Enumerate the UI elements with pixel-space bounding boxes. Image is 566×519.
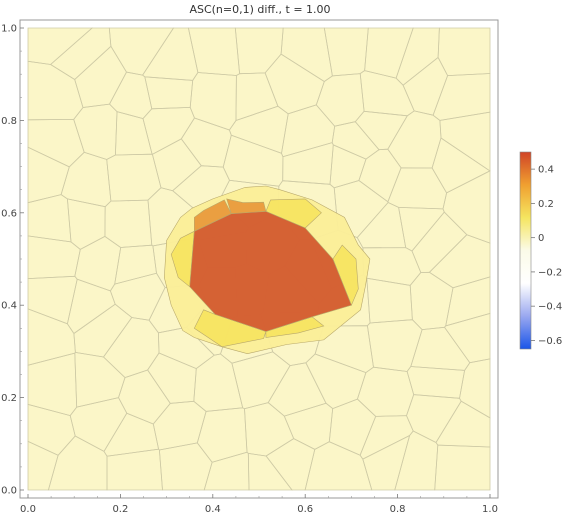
mesh-cell — [443, 312, 491, 364]
value-regions — [163, 185, 371, 355]
colorbar-tick-label: −0.2 — [538, 267, 562, 278]
mesh-cell — [432, 73, 491, 121]
colorbar-tick-label: 0.4 — [538, 165, 554, 176]
x-tick-label: 0.0 — [20, 504, 36, 515]
y-tick-label: 0.4 — [1, 301, 17, 312]
region-core — [189, 211, 352, 332]
x-tick-label: 0.2 — [112, 504, 128, 515]
y-tick-label: 0.6 — [1, 208, 17, 219]
y-tick-label: 0.8 — [1, 116, 17, 127]
colorbar-tick-label: 0 — [538, 233, 544, 244]
colorbar-tick-label: −0.6 — [538, 336, 562, 347]
chart-title: ASC(n=0,1) diff., t = 1.00 — [189, 3, 330, 16]
colorbar-tick-label: −0.4 — [538, 302, 562, 313]
colorbar: 0.4 0.2 0 −0.2 −0.4 −0.6 — [519, 151, 562, 350]
colorbar-ticks: 0.4 0.2 0 −0.2 −0.4 −0.6 — [531, 165, 562, 347]
mesh-cell — [435, 400, 491, 448]
y-tick-label: 0.0 — [1, 486, 17, 497]
x-tick-label: 1.0 — [482, 504, 498, 515]
mesh-cell — [439, 111, 491, 172]
x-tick-label: 0.8 — [390, 504, 406, 515]
x-tick-label: 0.6 — [297, 504, 313, 515]
y-tick-label: 1.0 — [1, 24, 17, 35]
colorbar-tick-label: 0.2 — [538, 199, 554, 210]
y-tick-label: 0.2 — [1, 393, 17, 404]
colorbar-gradient — [519, 151, 532, 350]
region-ring-cell-s — [193, 309, 267, 348]
y-axis: 0.0 0.2 0.4 0.6 0.8 1.0 — [1, 24, 24, 497]
plot-area: 0.0 0.2 0.4 0.6 0.8 1.0 0.0 0.2 0.4 0.6 0.8 1.0 — [1, 19, 499, 515]
x-axis: 0.0 0.2 0.4 0.6 0.8 1.0 — [20, 494, 498, 515]
mesh-cell — [428, 234, 491, 289]
x-tick-label: 0.4 — [205, 504, 221, 515]
mesh-cell — [437, 27, 491, 77]
